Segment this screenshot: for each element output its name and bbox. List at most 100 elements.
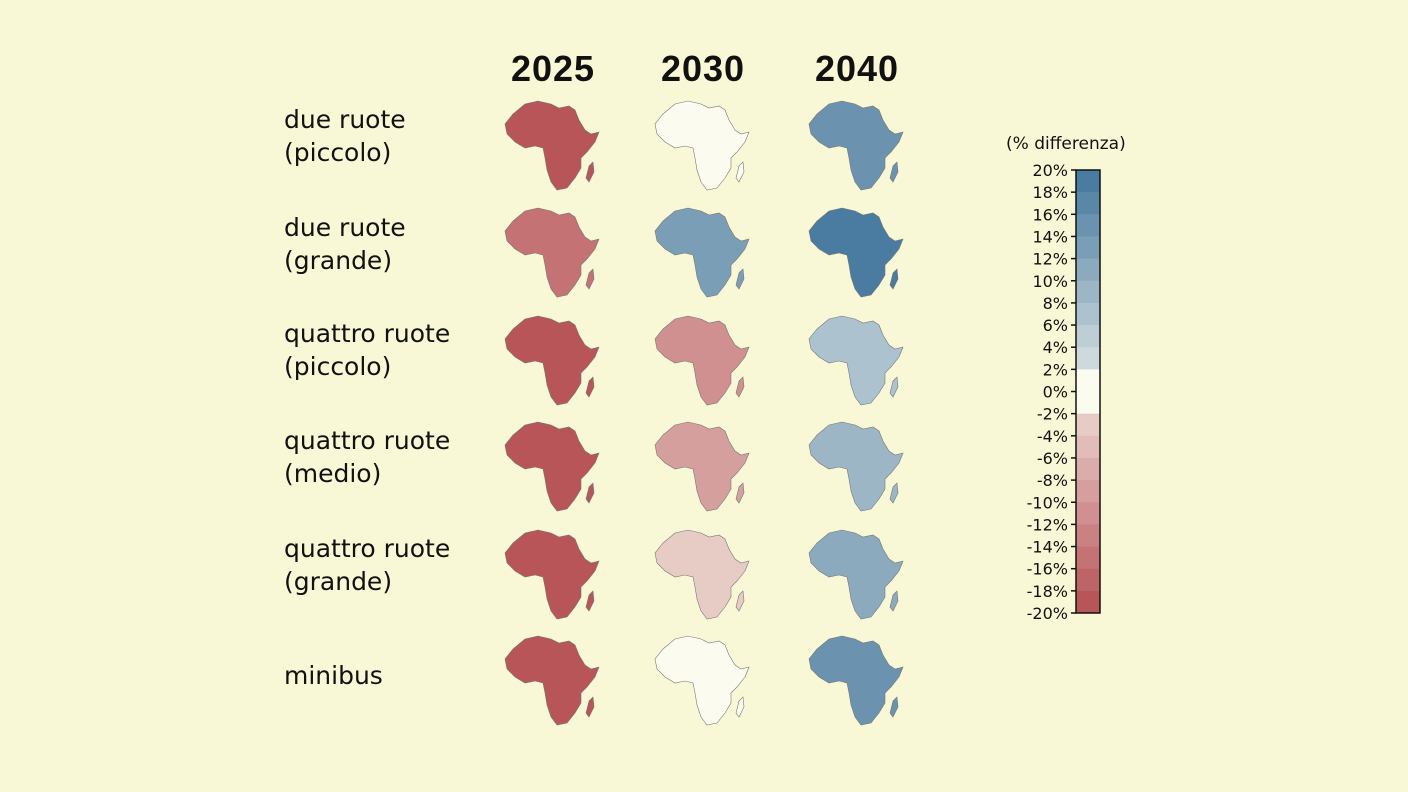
africa-map-2030 bbox=[654, 315, 750, 406]
africa-map-2025 bbox=[504, 421, 600, 512]
legend-bin bbox=[1076, 457, 1100, 481]
legend-tick-label: 14% bbox=[1032, 227, 1068, 246]
map-region bbox=[504, 421, 600, 512]
legend-bin bbox=[1076, 214, 1100, 237]
africa-map-2040 bbox=[808, 100, 904, 191]
map-region bbox=[654, 529, 750, 620]
map-region bbox=[654, 315, 750, 406]
legend-tick-label: -6% bbox=[1037, 449, 1068, 468]
map-region bbox=[654, 100, 750, 191]
map-region bbox=[889, 590, 899, 612]
map-region bbox=[585, 696, 595, 718]
legend-tick-label: 12% bbox=[1032, 250, 1068, 269]
legend-bin bbox=[1076, 192, 1100, 215]
map-region bbox=[735, 268, 745, 290]
legend-bin bbox=[1076, 302, 1100, 326]
legend-bin bbox=[1076, 391, 1100, 415]
africa-map-2040 bbox=[808, 421, 904, 512]
row-label: due ruote (piccolo) bbox=[284, 105, 406, 167]
map-region bbox=[889, 268, 899, 290]
row-label: due ruote (grande) bbox=[284, 213, 406, 275]
map-region bbox=[585, 590, 595, 612]
legend-bin bbox=[1076, 325, 1100, 348]
legend-tick-label: -4% bbox=[1037, 427, 1068, 446]
africa-map-2025 bbox=[504, 635, 600, 726]
row-label: quattro ruote (medio) bbox=[284, 426, 451, 488]
legend-bin bbox=[1076, 502, 1100, 525]
legend-bin bbox=[1076, 480, 1100, 503]
map-region bbox=[654, 421, 750, 512]
legend-tick-label: -14% bbox=[1027, 538, 1068, 557]
legend-bin bbox=[1076, 170, 1100, 193]
legend-bin bbox=[1076, 590, 1100, 614]
legend-bin bbox=[1076, 369, 1100, 392]
row-label: minibus bbox=[284, 661, 383, 690]
map-region bbox=[585, 376, 595, 398]
map-region bbox=[889, 161, 899, 183]
map-region bbox=[889, 696, 899, 718]
column-title-2030: 2030 bbox=[660, 48, 746, 89]
legend-tick-label: -2% bbox=[1037, 405, 1068, 424]
color-legend: 20% 18% 16% 14% 12% 10% 8% 6% 4% 2% 0% -2% -4% -6% -8%… bbox=[1027, 161, 1101, 623]
map-region bbox=[808, 100, 904, 191]
map-region bbox=[504, 529, 600, 620]
africa-map-2040 bbox=[808, 315, 904, 406]
africa-map-2030 bbox=[654, 635, 750, 726]
africa-map-2025 bbox=[504, 100, 600, 191]
column-title-2040: 2040 bbox=[814, 48, 900, 89]
legend-tick-label: 8% bbox=[1043, 294, 1068, 313]
map-region bbox=[585, 482, 595, 504]
legend-bin bbox=[1076, 568, 1100, 592]
legend-bin bbox=[1076, 280, 1100, 304]
africa-map-2030 bbox=[654, 100, 750, 191]
column-title-2025: 2025 bbox=[510, 48, 596, 89]
map-region bbox=[654, 207, 750, 298]
africa-map-2040 bbox=[808, 635, 904, 726]
legend-tick-label: 10% bbox=[1032, 272, 1068, 291]
map-region bbox=[735, 376, 745, 398]
africa-map-2030 bbox=[654, 529, 750, 620]
africa-map-2040 bbox=[808, 529, 904, 620]
africa-map-2040 bbox=[808, 207, 904, 298]
map-region bbox=[889, 482, 899, 504]
map-region bbox=[504, 315, 600, 406]
africa-map-2030 bbox=[654, 421, 750, 512]
map-region bbox=[808, 529, 904, 620]
map-region bbox=[889, 376, 899, 398]
map-region bbox=[808, 421, 904, 512]
legend-bin bbox=[1076, 413, 1100, 437]
legend-bin bbox=[1076, 546, 1100, 570]
africa-map-2025 bbox=[504, 315, 600, 406]
africa-map-2025 bbox=[504, 207, 600, 298]
legend-tick-label: 16% bbox=[1032, 205, 1068, 224]
map-region bbox=[504, 635, 600, 726]
africa-map-2025 bbox=[504, 529, 600, 620]
map-region bbox=[808, 635, 904, 726]
map-region bbox=[585, 268, 595, 290]
legend-bin bbox=[1076, 347, 1100, 370]
map-region bbox=[735, 161, 745, 183]
row-label: quattro ruote (grande) bbox=[284, 534, 451, 596]
legend-tick-label: 18% bbox=[1032, 183, 1068, 202]
map-region bbox=[735, 482, 745, 504]
legend-tick-label: 6% bbox=[1043, 316, 1068, 335]
legend-tick-label: 4% bbox=[1043, 338, 1068, 357]
map-region bbox=[735, 696, 745, 718]
map-region bbox=[504, 100, 600, 191]
legend-bin bbox=[1076, 435, 1100, 459]
legend-bin bbox=[1076, 258, 1100, 282]
map-region bbox=[504, 207, 600, 298]
legend-tick-label: -20% bbox=[1027, 604, 1068, 623]
legend-tick-label: -12% bbox=[1027, 515, 1068, 534]
legend-tick-label: -10% bbox=[1027, 493, 1068, 512]
map-region bbox=[808, 207, 904, 298]
legend-tick-label: -18% bbox=[1027, 582, 1068, 601]
africa-map-2030 bbox=[654, 207, 750, 298]
map-region bbox=[654, 635, 750, 726]
legend-tick-label: 0% bbox=[1043, 383, 1068, 402]
legend-tick-label: -16% bbox=[1027, 560, 1068, 579]
legend-tick-label: 2% bbox=[1043, 360, 1068, 379]
row-label: quattro ruote (piccolo) bbox=[284, 319, 451, 381]
map-region bbox=[808, 315, 904, 406]
legend-bin bbox=[1076, 524, 1100, 548]
